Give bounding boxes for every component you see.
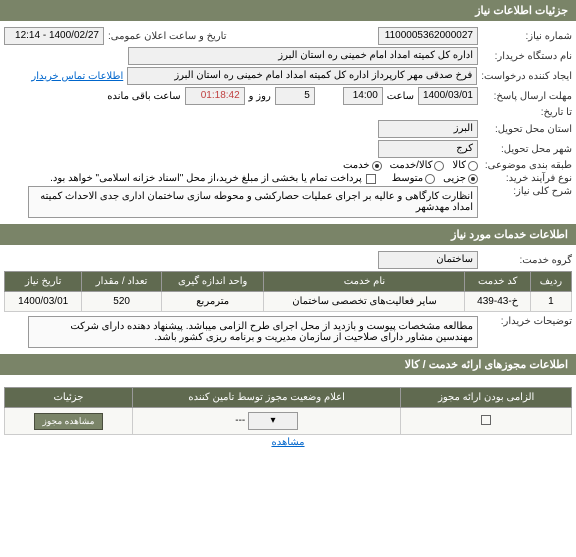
label-desc: شرح کلی نیاز: — [482, 186, 572, 197]
th-mandatory: الزامی بودن ارائه مجوز — [401, 388, 572, 408]
radio-minor[interactable] — [468, 174, 478, 184]
radio-medium[interactable] — [425, 174, 435, 184]
label-city: شهر محل تحویل: — [482, 144, 572, 155]
contact-link[interactable]: اطلاعات تماس خریدار — [31, 71, 123, 82]
radio-service[interactable] — [372, 161, 382, 171]
category-radios: کالا کالا/خدمت خدمت — [343, 160, 478, 171]
label-hours-remain: ساعت باقی مانده — [107, 91, 180, 102]
cell-unit: مترمربع — [161, 292, 264, 312]
process-radios: جزیی متوسط — [392, 173, 478, 184]
label-category: طبقه بندی موضوعی: — [482, 160, 572, 171]
section-header-permits: اطلاعات مجوزهای ارائه خدمت / کالا — [0, 354, 576, 375]
permit-status-value: --- — [235, 415, 245, 426]
radio-medium-label: متوسط — [392, 173, 423, 184]
payment-checkbox[interactable] — [366, 174, 376, 184]
label-deadline: مهلت ارسال پاسخ: — [482, 91, 572, 102]
need-no-value: 1100005362000027 — [378, 27, 478, 45]
creator-value: فرخ صدقی مهر کارپرداز اداره کل کمیته امد… — [127, 67, 477, 85]
th-status: اعلام وضعیت مجوز توسط تامین کننده — [132, 388, 400, 408]
cell-name: سایر فعالیت‌های تخصصی ساختمان — [264, 292, 465, 312]
table-row: 1 خ-43-439 سایر فعالیت‌های تخصصی ساختمان… — [5, 292, 572, 312]
th-unit: واحد اندازه گیری — [161, 272, 264, 292]
section-header-services: اطلاعات خدمات مورد نیاز — [0, 224, 576, 245]
cell-idx: 1 — [530, 292, 571, 312]
th-row: ردیف — [530, 272, 571, 292]
th-date: تاریخ نیاز — [5, 272, 82, 292]
radio-goods-service[interactable] — [434, 161, 444, 171]
province-value: البرز — [378, 120, 478, 138]
label-service-group: گروه خدمت: — [482, 255, 572, 266]
deadline-date: 1400/03/01 — [418, 87, 478, 105]
timer: 01:18:42 — [185, 87, 245, 105]
label-need-no: شماره نیاز: — [482, 31, 572, 42]
radio-goods[interactable] — [468, 161, 478, 171]
th-details: جزئیات — [5, 388, 133, 408]
services-table: ردیف کد خدمت نام خدمت واحد اندازه گیری ت… — [4, 271, 572, 312]
cell-code: خ-43-439 — [465, 292, 530, 312]
permit-status-cell: ▾ --- — [132, 408, 400, 435]
label-process: نوع فرآیند خرید: — [482, 173, 572, 184]
th-name: نام خدمت — [264, 272, 465, 292]
service-group-value: ساختمان — [378, 251, 478, 269]
label-days: روز و — [249, 91, 271, 102]
th-code: کد خدمت — [465, 272, 530, 292]
publish-value: 1400/02/27 - 12:14 — [4, 27, 104, 45]
cell-date: 1400/03/01 — [5, 292, 82, 312]
label-province: استان محل تحویل: — [482, 124, 572, 135]
label-hour: ساعت — [387, 91, 414, 102]
view-permit-button[interactable]: مشاهده مجوز — [34, 413, 104, 430]
permit-mandatory-cell — [401, 408, 572, 435]
label-to-date: تا تاریخ: — [482, 107, 572, 118]
label-creator: ایجاد کننده درخواست: — [481, 71, 572, 82]
permit-details-cell: مشاهده مجوز — [5, 408, 133, 435]
label-buyer-org: نام دستگاه خریدار: — [482, 51, 572, 62]
radio-service-label: خدمت — [343, 160, 370, 171]
permit-select[interactable]: ▾ — [248, 412, 298, 430]
buyer-notes-value: مطالعه مشخصات پیوست و بازدید از محل اجرا… — [28, 316, 478, 348]
label-publish: تاریخ و ساعت اعلان عمومی: — [108, 31, 227, 42]
permit-checkbox[interactable] — [481, 415, 491, 425]
radio-goods-label: کالا — [452, 160, 466, 171]
th-qty: تعداد / مقدار — [82, 272, 161, 292]
radio-goods-service-label: کالا/خدمت — [390, 160, 433, 171]
view-link[interactable]: مشاهده — [271, 437, 304, 448]
deadline-time: 14:00 — [343, 87, 383, 105]
permit-row: ▾ --- مشاهده مجوز — [5, 408, 572, 435]
days-remain: 5 — [275, 87, 315, 105]
radio-minor-label: جزیی — [443, 173, 466, 184]
cell-qty: 520 — [82, 292, 161, 312]
city-value: کرج — [378, 140, 478, 158]
payment-note: پرداخت تمام یا بخشی از مبلغ خرید،از محل … — [50, 173, 362, 184]
buyer-org-value: اداره کل کمیته امداد امام خمینی ره استان… — [128, 47, 478, 65]
desc-value: انظارت کارگاهی و عالیه بر اجرای عملیات ح… — [28, 186, 478, 218]
section-header-info: جزئیات اطلاعات نیاز — [0, 0, 576, 21]
label-buyer-notes: توضیحات خریدار: — [482, 316, 572, 327]
permits-table: الزامی بودن ارائه مجوز اعلام وضعیت مجوز … — [4, 387, 572, 435]
